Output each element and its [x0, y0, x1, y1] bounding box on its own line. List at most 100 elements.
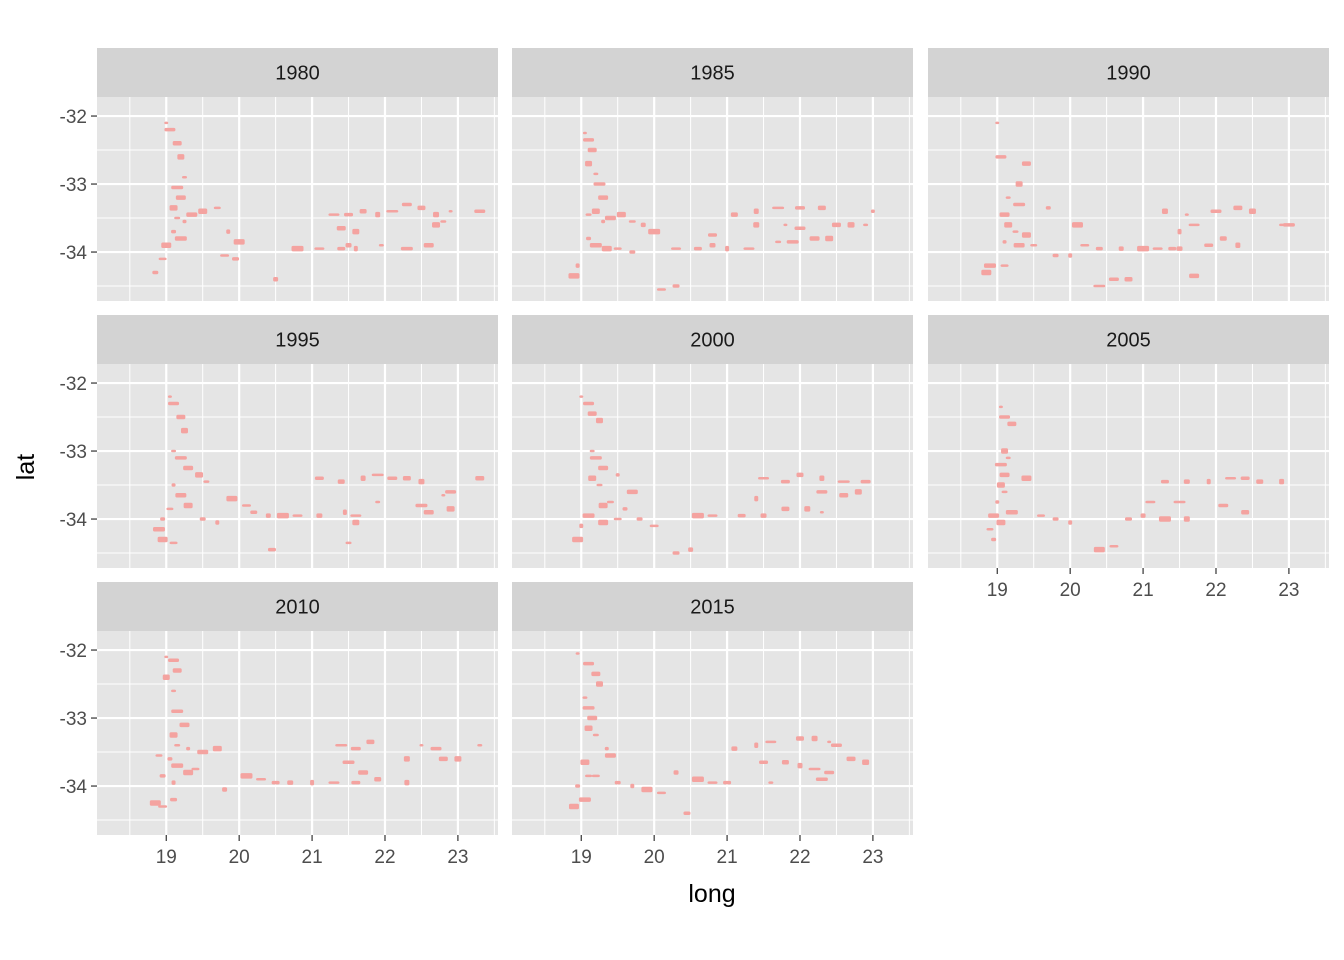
data-point	[582, 696, 588, 699]
data-point	[996, 519, 1006, 526]
data-point	[351, 780, 361, 785]
data-point	[839, 492, 849, 498]
data-point	[725, 245, 730, 252]
data-point	[775, 240, 782, 244]
data-point	[613, 517, 622, 521]
data-point	[1204, 243, 1214, 247]
panel-background	[97, 97, 498, 301]
data-point	[604, 215, 616, 221]
x-tick-label: 23	[1278, 580, 1299, 601]
data-point	[991, 537, 997, 542]
data-point	[172, 668, 182, 673]
facet-strip	[512, 48, 913, 97]
data-point	[342, 760, 355, 764]
data-point	[152, 270, 159, 275]
data-point	[400, 246, 413, 251]
data-point	[995, 121, 1000, 125]
data-point	[171, 449, 177, 453]
data-point	[352, 519, 360, 526]
data-point	[1235, 242, 1241, 248]
data-point	[360, 475, 366, 481]
data-point	[166, 507, 174, 511]
data-point	[167, 395, 172, 398]
x-tick-label: 21	[1133, 580, 1154, 601]
data-point	[1189, 273, 1200, 279]
data-point	[159, 774, 166, 778]
data-point	[606, 500, 614, 504]
data-point	[203, 480, 210, 483]
data-point	[273, 276, 279, 282]
data-point	[819, 510, 824, 514]
facet-strip-label: 2015	[690, 597, 735, 619]
data-point	[860, 479, 871, 484]
data-point	[753, 222, 760, 228]
data-point	[1013, 202, 1026, 207]
facet-strip	[97, 582, 498, 631]
data-point	[1109, 544, 1119, 548]
data-point	[181, 175, 187, 179]
data-point	[375, 500, 381, 504]
data-point	[1021, 232, 1031, 238]
data-point	[423, 509, 434, 515]
data-point	[588, 475, 597, 481]
data-point	[671, 247, 682, 250]
data-point	[794, 226, 806, 230]
panel-background	[928, 364, 1329, 568]
data-point	[1007, 421, 1017, 427]
x-tick-label: 19	[987, 580, 1008, 601]
data-point	[636, 517, 643, 521]
data-point	[759, 760, 769, 764]
data-point	[169, 541, 178, 545]
data-point	[402, 475, 411, 481]
data-point	[256, 777, 267, 781]
data-point	[328, 781, 340, 784]
data-point	[1068, 520, 1073, 525]
data-point	[1161, 208, 1168, 214]
data-point	[846, 756, 856, 762]
data-point	[598, 519, 609, 526]
data-point	[292, 514, 303, 517]
data-point	[641, 786, 653, 793]
data-point	[477, 743, 483, 747]
data-point	[585, 160, 593, 167]
data-point	[197, 749, 209, 755]
x-tick-label: 20	[644, 847, 665, 868]
data-point	[604, 746, 609, 751]
data-point	[783, 223, 788, 227]
facet-panel-2000: 2000	[512, 315, 913, 568]
data-point	[824, 770, 835, 775]
data-point	[583, 401, 595, 406]
data-point	[1005, 509, 1018, 515]
data-point	[691, 512, 704, 519]
data-point	[688, 547, 694, 552]
data-point	[1052, 517, 1059, 521]
facet-strip-label: 1980	[275, 63, 320, 85]
panel-background	[512, 364, 913, 568]
data-point	[419, 743, 424, 747]
data-point	[854, 489, 862, 495]
data-point	[1177, 228, 1182, 235]
data-point	[754, 742, 759, 748]
data-point	[418, 478, 425, 485]
facet-panel-1990: 1990	[928, 48, 1329, 301]
data-point	[847, 222, 855, 228]
facet-strip	[97, 48, 498, 97]
data-point	[350, 514, 362, 517]
data-point	[314, 247, 325, 250]
data-point	[316, 513, 323, 518]
data-point	[580, 759, 590, 765]
panel-background	[512, 631, 913, 835]
data-point	[568, 273, 580, 279]
data-point	[215, 520, 220, 525]
data-point	[222, 787, 228, 792]
data-point	[226, 229, 231, 234]
facet-strip-label: 1995	[275, 330, 320, 352]
data-point	[174, 236, 187, 241]
data-point	[1002, 240, 1007, 244]
data-point	[591, 208, 600, 214]
data-point	[438, 756, 448, 762]
data-point	[1000, 264, 1009, 267]
data-point	[168, 658, 180, 662]
data-point	[1004, 222, 1013, 228]
data-point	[1080, 243, 1090, 247]
